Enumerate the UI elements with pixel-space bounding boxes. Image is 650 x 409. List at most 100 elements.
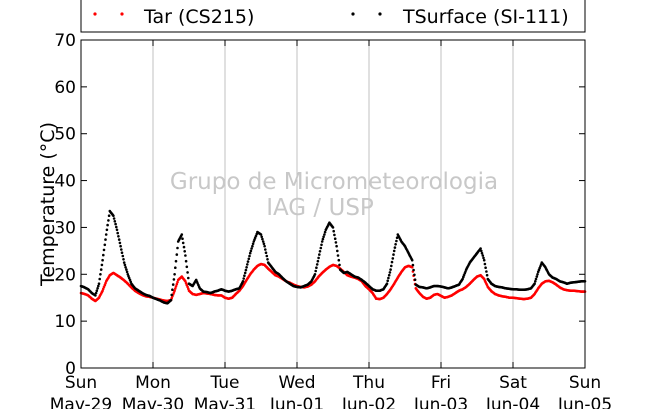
data-point bbox=[321, 237, 325, 241]
data-point bbox=[337, 258, 341, 262]
data-point bbox=[104, 233, 108, 236]
legend-label-tar: Tar (CS215) bbox=[143, 6, 254, 28]
data-point bbox=[323, 233, 326, 236]
data-point bbox=[175, 282, 179, 286]
data-point bbox=[390, 264, 393, 268]
data-point bbox=[313, 273, 317, 276]
data-point bbox=[243, 271, 247, 275]
data-point bbox=[120, 248, 123, 251]
data-point bbox=[119, 244, 122, 248]
data-point bbox=[174, 287, 177, 290]
watermark-line-2: IAG / USP bbox=[266, 195, 374, 221]
data-point bbox=[105, 228, 109, 232]
x-axis-ticks: Sun Mav-29 Mon Mav-30 Tue Mav-31 Wed Jun-01 Thu J… bbox=[50, 40, 612, 409]
data-point bbox=[185, 265, 189, 269]
data-point bbox=[176, 246, 179, 250]
legend-marker-tsurface bbox=[351, 12, 382, 16]
data-point bbox=[413, 273, 416, 277]
data-point bbox=[319, 246, 323, 250]
data-point bbox=[97, 284, 100, 288]
data-point bbox=[120, 251, 124, 254]
data-point bbox=[395, 239, 398, 243]
data-point bbox=[104, 238, 107, 241]
y-tick-label: 60 bbox=[54, 78, 76, 98]
data-point bbox=[172, 278, 176, 281]
y-axis-ticks: 0 10 20 30 40 50 60 70 bbox=[54, 31, 585, 379]
data-point bbox=[115, 228, 119, 232]
y-tick-label: 0 bbox=[65, 359, 76, 379]
plot-area bbox=[81, 40, 585, 368]
data-point bbox=[331, 226, 335, 229]
data-series bbox=[79, 209, 587, 305]
data-point bbox=[181, 241, 185, 245]
data-point bbox=[116, 231, 119, 235]
y-tick-label: 20 bbox=[54, 265, 76, 285]
data-point bbox=[410, 266, 414, 269]
x-tick-date-label: Mav-31 bbox=[194, 395, 256, 409]
data-point bbox=[387, 276, 390, 280]
x-tick-date-label: Jun-04 bbox=[485, 395, 540, 409]
data-point bbox=[94, 294, 97, 297]
data-point bbox=[113, 220, 117, 223]
data-point bbox=[125, 268, 128, 271]
data-point bbox=[242, 277, 245, 280]
data-point bbox=[265, 254, 269, 258]
data-point bbox=[117, 235, 120, 238]
data-point bbox=[335, 244, 338, 248]
data-point bbox=[317, 256, 320, 260]
data-point bbox=[175, 253, 179, 256]
x-tick-date-label: Mav-29 bbox=[50, 395, 112, 409]
data-point bbox=[187, 276, 190, 280]
x-tick-day-label: Thu bbox=[352, 373, 385, 393]
data-point bbox=[180, 233, 184, 236]
data-point bbox=[394, 243, 397, 246]
data-point bbox=[112, 214, 115, 217]
y-tick-label: 70 bbox=[54, 31, 76, 51]
x-tick-date-label: Mav-30 bbox=[122, 395, 184, 409]
data-point bbox=[334, 241, 338, 244]
data-point bbox=[95, 289, 99, 293]
data-point bbox=[122, 258, 125, 261]
data-point bbox=[392, 249, 396, 253]
data-point bbox=[170, 293, 173, 297]
data-point bbox=[482, 258, 486, 262]
data-point bbox=[183, 250, 186, 253]
data-point bbox=[101, 258, 104, 262]
data-point bbox=[107, 219, 110, 222]
data-point bbox=[246, 263, 249, 266]
data-point bbox=[318, 253, 321, 256]
data-point bbox=[318, 250, 322, 253]
watermark: Grupo de Micrometeorologia IAG / USP bbox=[170, 169, 498, 221]
data-point bbox=[263, 244, 266, 248]
data-point bbox=[94, 291, 98, 295]
data-point bbox=[320, 243, 323, 247]
data-point bbox=[118, 241, 122, 245]
data-point bbox=[320, 240, 324, 243]
data-point bbox=[483, 262, 487, 266]
data-point bbox=[250, 247, 253, 250]
data-point bbox=[173, 289, 176, 293]
x-tick-day-label: Fri bbox=[431, 373, 451, 393]
data-point bbox=[315, 266, 318, 270]
data-point bbox=[241, 280, 245, 283]
data-point bbox=[174, 259, 178, 263]
data-point bbox=[171, 283, 175, 286]
x-tick-date-label: Jun-01 bbox=[269, 395, 324, 409]
plot-frame bbox=[80, 39, 586, 369]
legend-frame bbox=[80, 0, 586, 33]
data-point bbox=[482, 256, 485, 260]
data-point bbox=[322, 235, 325, 239]
data-point bbox=[174, 285, 178, 288]
data-point bbox=[390, 260, 394, 264]
data-point bbox=[323, 230, 327, 234]
data-point bbox=[315, 263, 319, 266]
data-point bbox=[388, 271, 392, 274]
data-point bbox=[333, 233, 336, 237]
y-tick-label: 50 bbox=[54, 125, 76, 145]
x-tick-day-label: Mon bbox=[135, 373, 171, 393]
data-point bbox=[261, 237, 264, 241]
data-point bbox=[393, 246, 397, 249]
data-point bbox=[338, 263, 341, 267]
data-point bbox=[106, 223, 109, 227]
